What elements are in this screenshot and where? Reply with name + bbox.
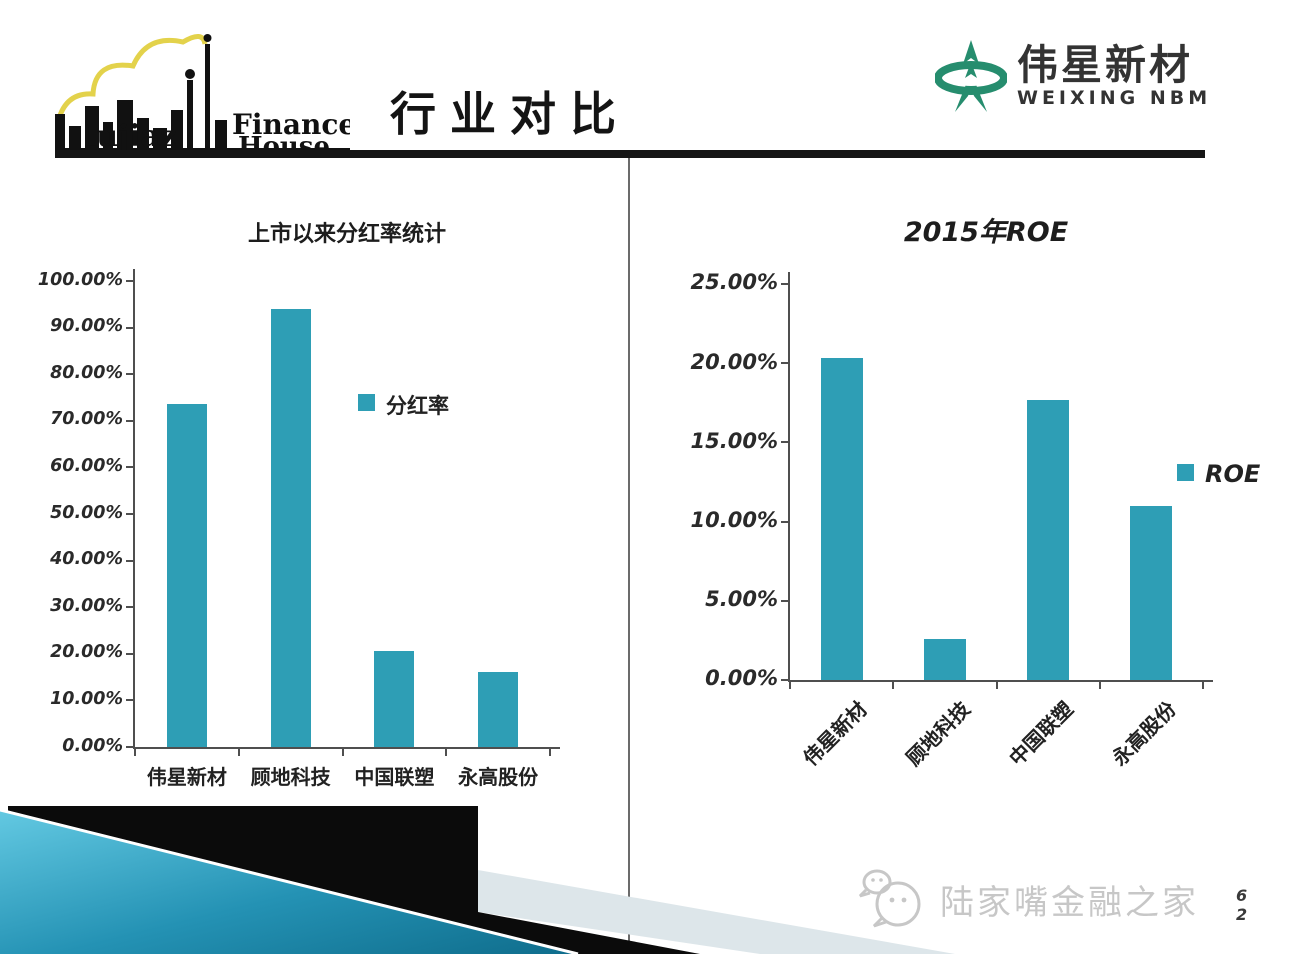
corner-decoration [0,806,955,954]
y-axis-line [133,269,135,747]
bar-永高股份 [478,672,519,747]
y-tick-mark [126,419,134,422]
y-tick-mark [126,326,134,329]
y-tick-mark [126,280,134,282]
x-tick-mark [789,680,791,689]
y-tick-mark [781,599,789,602]
bar-伟星新材 [820,358,863,680]
x-tick-mark [341,747,344,756]
vertical-divider [628,158,630,954]
y-tick-label: 20.00% [50,642,123,663]
watermark: 陆家嘴金融之家 [856,866,1199,932]
y-tick-mark [781,362,789,365]
page-number-line2: 2 [1236,905,1248,924]
y-tick-mark [126,466,134,469]
roe-chart: 2015年ROE 25.00% 20.00% 15.00% 10.00% 5.00% 0.0… [629,200,1310,812]
bar-顾地科技 [923,638,966,680]
bar-伟星新材 [166,404,207,747]
x-tick-mark [134,747,136,756]
page-number: 6 2 [1236,886,1247,924]
x-category-label: 永高股份 [1107,696,1182,771]
watermark-text: 陆家嘴金融之家 [940,882,1199,923]
y-tick-label: 90.00% [50,316,123,337]
x-tick-mark [1098,680,1101,689]
header-rule [55,150,1205,158]
weixing-logo: 伟星新材 WEIXING NBM [935,38,1211,114]
x-tick-mark [445,747,448,756]
y-tick-label: 20.00% [690,349,778,374]
finance-word: Finance [232,108,350,141]
skyline-word: lujiaz [85,119,177,152]
x-category-label: 中国联塑 [354,765,435,789]
bar-永高股份 [1130,505,1173,680]
y-tick-label: 60.00% [50,456,123,477]
y-tick-mark [781,283,789,285]
x-category-label: 永高股份 [458,765,539,789]
bar-顾地科技 [270,308,311,747]
x-category-label: 伟星新材 [797,696,872,771]
y-tick-mark [126,746,134,748]
legend-swatch [1177,464,1194,481]
y-tick-mark [126,699,134,702]
yellow-cloud-outline [55,34,208,128]
page-title: 行业对比 [390,87,630,141]
wechat-icon [858,869,921,928]
house-word: House [238,132,330,152]
weixing-emblem-icon [935,40,1007,112]
x-tick-mark [549,747,551,756]
y-tick-mark [781,441,789,444]
y-tick-label: 80.00% [50,362,123,383]
x-category-label: 顾地科技 [901,696,975,771]
chart-title: 上市以来分红率统计 [247,222,446,247]
x-tick-mark [995,680,998,689]
y-tick-label: 40.00% [50,549,123,570]
y-tick-label: 100.00% [37,269,123,290]
finance-house-logo: lujiaz Finance House [55,34,350,152]
legend-label: 分红率 [386,394,449,418]
page-number-line1: 6 [1236,886,1248,905]
y-axis-line [788,272,790,680]
y-tick-label: 25.00% [690,270,778,295]
x-category-label: 伟星新材 [146,765,227,789]
y-tick-label: 0.00% [705,666,778,691]
x-category-label: 中国联塑 [1004,696,1078,771]
dividend-rate-chart: 上市以来分红率统计 100.00% 90.00% 80.00% 70.00% 60.00%… [0,200,628,812]
x-category-label: 顾地科技 [250,765,331,789]
y-tick-mark [126,513,134,515]
y-tick-mark [781,679,789,681]
x-tick-mark [892,680,895,689]
y-tick-mark [126,373,134,376]
y-tick-mark [126,652,134,655]
y-tick-label: 30.00% [50,595,123,616]
chart-title: 2015年ROE [903,217,1069,248]
y-tick-label: 10.00% [690,507,778,532]
bar-中国联塑 [1027,399,1070,680]
y-tick-label: 0.00% [62,735,123,756]
light-band [478,870,955,954]
y-tick-mark [126,559,134,562]
legend-label: ROE [1205,460,1261,488]
y-tick-label: 15.00% [690,428,778,453]
weixing-name-cn: 伟星新材 [1017,41,1193,89]
y-tick-label: 5.00% [705,587,778,612]
bar-中国联塑 [374,651,415,747]
white-edge [0,808,579,954]
x-tick-mark [1202,680,1204,689]
x-axis-line [788,680,1213,682]
y-tick-mark [781,520,789,523]
y-tick-label: 70.00% [50,409,123,430]
y-tick-mark [126,606,134,609]
y-tick-label: 50.00% [50,502,123,523]
x-tick-mark [237,747,240,756]
x-axis-line [133,747,560,749]
legend-swatch [358,394,375,411]
weixing-name-en: WEIXING NBM [1017,87,1212,109]
y-tick-label: 10.00% [50,689,123,710]
